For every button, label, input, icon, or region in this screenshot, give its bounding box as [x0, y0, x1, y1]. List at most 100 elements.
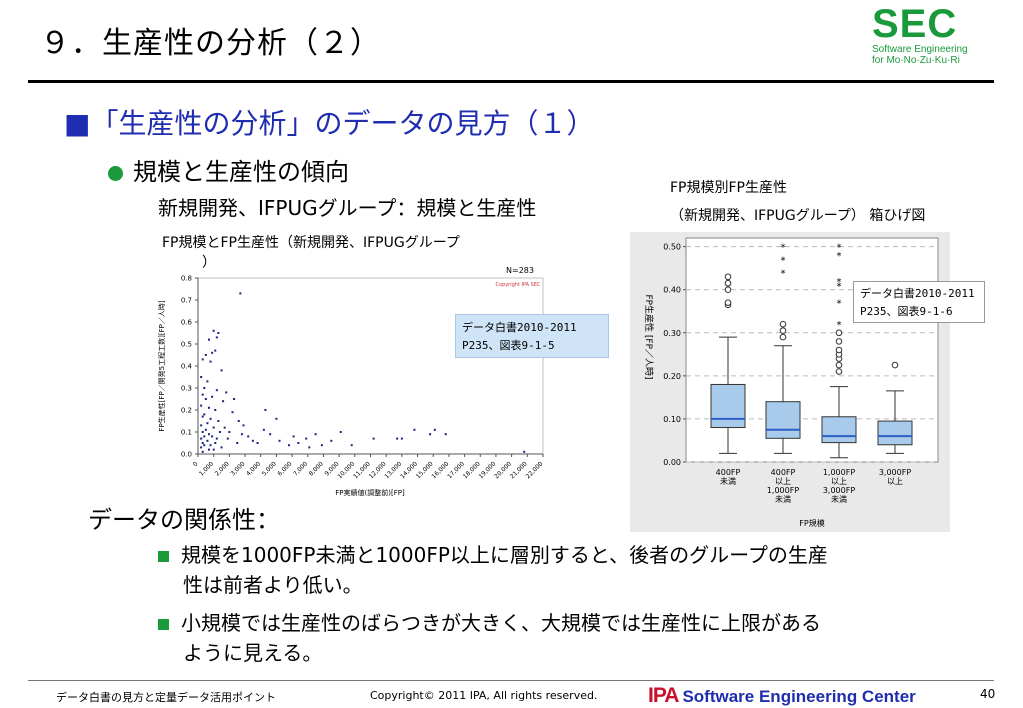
scatter-x-tick-label: 3,000 [229, 460, 246, 477]
scatter-point [207, 448, 210, 451]
scatter-point [209, 360, 212, 363]
bullet-text: 規模と生産性の傾向 [133, 158, 349, 186]
scatter-x-tick-label: 1,000 [198, 460, 215, 477]
callout2-line1: データ白書2010-2011 [860, 287, 975, 300]
scatter-point [200, 404, 203, 407]
scatter-y-tick-label: 0.7 [181, 297, 192, 305]
scatter-point [211, 435, 214, 438]
scatter-point [203, 444, 206, 447]
boxplot-y-tick-label: 0.20 [663, 372, 681, 381]
boxplot-outlier [835, 368, 843, 375]
sec-logo: SEC Software Engineering for Mo·No·Zu·Ku… [872, 4, 992, 66]
sec-logo-text: SEC [872, 2, 958, 46]
scatter-x-tick-label: 2,000 [214, 460, 231, 477]
scatter-point [204, 428, 207, 431]
scatter-point [400, 437, 403, 440]
scatter-point [231, 411, 234, 414]
scatter-point [207, 338, 210, 341]
scatter-point [262, 428, 265, 431]
scatter-point [203, 387, 206, 389]
scatter-point [297, 442, 300, 444]
scatter-point [223, 426, 226, 429]
scatter-point [292, 435, 295, 438]
scatter-y-tick-label: 0.0 [181, 451, 192, 459]
boxplot-outlier [891, 361, 899, 369]
relation-b1-line1: 規模を1000FP未満と1000FP以上に層別すると、後者のグループの生産 [181, 543, 828, 567]
boxplot-category-label: 3,000FP [879, 468, 912, 477]
square-bullet-icon: ■ [64, 107, 91, 140]
scatter-point [523, 450, 526, 453]
square-bullet-icon [158, 551, 169, 562]
scatter-point [200, 424, 203, 427]
scatter-point [214, 442, 217, 444]
boxplot-extreme: * [837, 251, 842, 262]
scatter-point [220, 446, 223, 449]
boxplot-category-label: 以上 [775, 477, 791, 486]
scatter-point [218, 431, 221, 433]
boxplot-box [765, 401, 801, 439]
boxplot-category-label: 未満 [720, 476, 736, 486]
boxplot-outlier [724, 279, 732, 287]
scatter-chart-title: FP規模とFP生産性（新規開発、IFPUGグループ ） [162, 233, 542, 273]
scatter-point [240, 433, 243, 436]
scatter-point [215, 336, 218, 339]
boxplot-extreme: * [781, 268, 786, 279]
boxplot-extreme: * [781, 243, 786, 254]
section-heading: ■「生産性の分析」のデータの見方（１） [64, 102, 594, 142]
scatter-copyright: Copyright IPA SEC [495, 282, 541, 288]
scatter-y-tick-label: 0.8 [181, 275, 192, 283]
boxplot-x-axis-label: FP規模 [799, 518, 824, 528]
scatter-point [287, 444, 290, 447]
bullet-size-productivity: 規模と生産性の傾向 [108, 152, 349, 187]
scatter-point [350, 444, 353, 447]
boxplot-extreme: * [837, 320, 842, 331]
scatter-point [206, 439, 209, 442]
scatter-y-tick-label: 0.1 [181, 429, 192, 437]
scatter-point [372, 437, 375, 440]
boxplot-extreme: * [837, 243, 842, 254]
scatter-point [212, 329, 215, 332]
boxplot-outlier [724, 273, 732, 281]
boxplot-outlier [779, 333, 787, 341]
scatter-point [214, 409, 217, 411]
boxplot-title-line1: FP規模別FP生産性 [670, 180, 787, 196]
scatter-point [211, 351, 214, 354]
scatter-point [201, 442, 204, 444]
scatter-point [278, 439, 281, 442]
scatter-point [256, 442, 259, 444]
scatter-point [204, 354, 207, 356]
scatter-plot-area [197, 277, 544, 455]
scatter-point [217, 420, 220, 422]
scatter-y-tick-label: 0.5 [181, 341, 192, 349]
boxplot-chart: 0.000.100.200.300.400.50 400FP未満***400FP… [630, 232, 950, 532]
title-divider [28, 80, 994, 83]
scatter-point [269, 433, 272, 436]
scatter-point [225, 391, 228, 394]
scatter-point [200, 376, 203, 378]
circle-bullet-icon [108, 165, 123, 181]
ipa-sec-text: Software Engineering Center [682, 687, 916, 706]
boxplot-outlier [724, 299, 732, 306]
scatter-chart: 0.0 0.1 0.2 0.3 0.4 0.5 0.6 0.7 0.8 01,0002,0003,… [157, 266, 545, 497]
boxplot-category-label: 1,000FP [767, 486, 800, 495]
scatter-point [200, 437, 203, 440]
boxplot-outlier [835, 346, 843, 354]
scatter-point [305, 437, 308, 440]
scatter-x-tick-label: 6,000 [276, 460, 293, 477]
sec-logo-line1: Software Engineering [872, 44, 968, 55]
scatter-y-tick-label: 0.2 [181, 407, 192, 415]
scatter-title-line1: FP規模とFP生産性（新規開発、IFPUGグループ [162, 235, 460, 251]
scatter-point [200, 446, 203, 449]
scatter-point [251, 439, 254, 442]
scatter-point [211, 395, 214, 398]
boxplot-outlier [779, 327, 787, 334]
scatter-point [214, 349, 217, 352]
boxplot-box [877, 420, 913, 446]
relation-b1-line2: 性は前者より低い。 [183, 573, 363, 597]
scatter-point [201, 450, 204, 453]
relation-b2-line1: 小規模では生産性のばらつきが大きく、大規模では生産性に上限がある [181, 611, 821, 635]
scatter-x-axis-label: FP実績値(調整前)[FP] [335, 488, 405, 497]
scatter-point [201, 431, 204, 433]
footer-divider [28, 680, 994, 681]
footer-title: データ白書の見方と定量データ活用ポイント [56, 691, 276, 704]
